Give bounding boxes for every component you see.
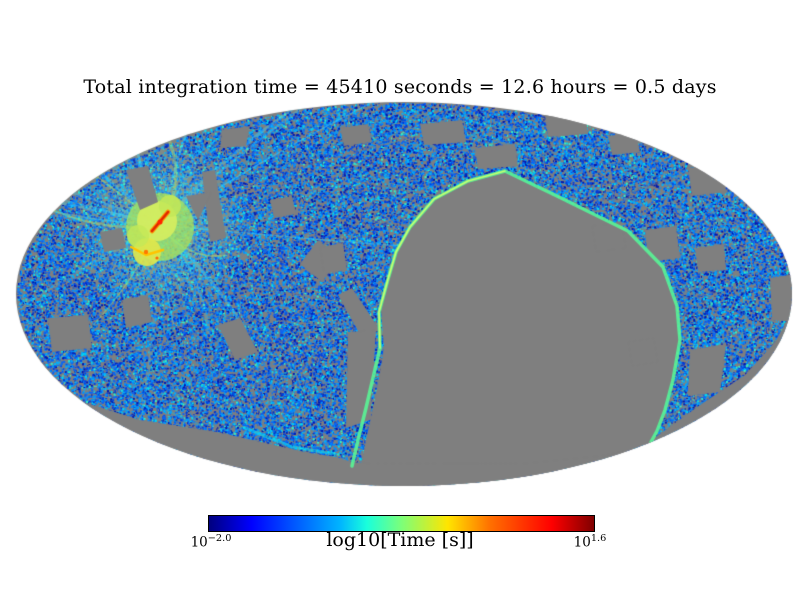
plot-title: Total integration time = 45410 seconds =…	[83, 76, 717, 98]
colorbar-max-exponent: 1.6	[590, 533, 607, 544]
colorbar-min-label: 10−2.0	[151, 533, 271, 551]
colorbar	[208, 515, 595, 532]
colorbar-min-base: 10	[190, 534, 208, 551]
colorbar-title: log10[Time [s]]	[326, 529, 474, 551]
colorbar-max-base: 10	[573, 534, 591, 551]
colorbar-min-exponent: −2.0	[207, 533, 232, 544]
colorbar-max-label: 101.6	[530, 533, 650, 551]
